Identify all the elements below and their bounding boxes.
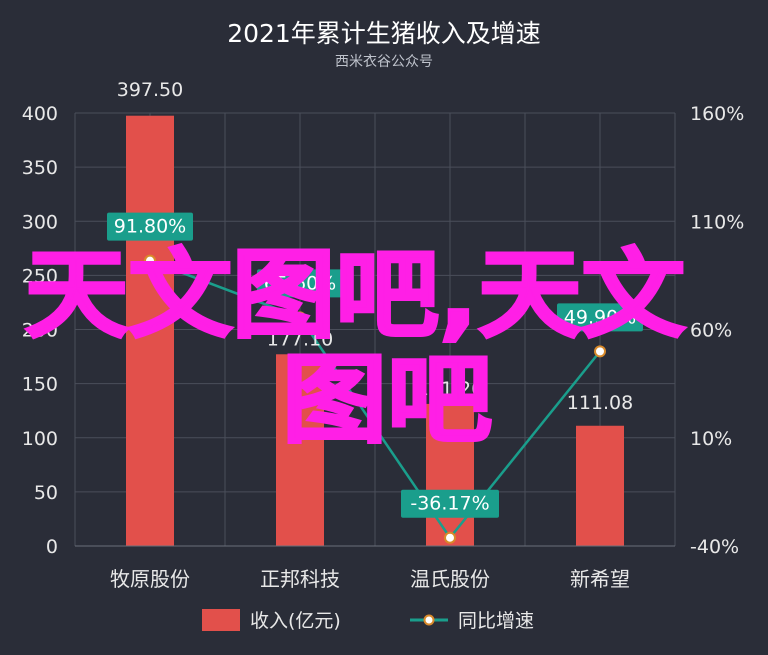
- bar: [126, 115, 174, 547]
- line-value-box: [557, 303, 643, 332]
- line-value-box: [401, 489, 499, 518]
- y-left-tick-label: 200: [22, 320, 58, 342]
- legend: 收入(亿元) 同比增速: [202, 609, 534, 632]
- y-right-tick-label: 110%: [690, 211, 744, 233]
- y-right-tick-label: 10%: [690, 428, 732, 450]
- y-right-tick-label: 160%: [690, 103, 744, 125]
- watermark-line-1: 天文图吧,天文: [25, 239, 685, 351]
- line-value-label: -36.17%: [410, 493, 489, 515]
- legend-label-bar: 收入(亿元): [250, 610, 341, 632]
- y-left-tick-label: 0: [46, 536, 58, 558]
- line-point: [594, 345, 606, 358]
- watermark-line-2: 图吧: [282, 344, 492, 456]
- bars: [126, 115, 624, 547]
- y-left-tick-label: 100: [22, 428, 58, 450]
- x-tick-label: 新希望: [570, 567, 630, 591]
- bar: [276, 354, 324, 546]
- line-value-label: 49.90%: [564, 306, 636, 328]
- line-value-label: 91.80%: [114, 216, 186, 238]
- y-right-tick-label: -40%: [690, 536, 739, 558]
- line-value-label: 65.60%: [264, 272, 336, 294]
- y-right-tick-label: 60%: [690, 320, 732, 342]
- y-left-tick-label: 50: [34, 482, 58, 504]
- x-tick-label: 牧原股份: [110, 567, 190, 591]
- y-left-tick-label: 150: [22, 374, 58, 396]
- bar-value-label: 177.10: [267, 328, 333, 350]
- line-value-box: [257, 269, 343, 298]
- growth-line-path: [149, 259, 601, 540]
- bar: [576, 425, 624, 546]
- bar: [426, 403, 474, 546]
- x-tick-label: 正邦科技: [260, 567, 340, 591]
- chart-subtitle: 西米衣谷公众号: [335, 54, 433, 70]
- y-left-tick-label: 250: [22, 265, 58, 287]
- y-left-tick-label: 400: [22, 103, 58, 125]
- bar-value-label: 397.50: [117, 79, 183, 101]
- line-point: [294, 311, 306, 324]
- bar-value-label: 111.08: [567, 392, 633, 414]
- line-point: [144, 254, 156, 267]
- legend-swatch-bar: [202, 609, 240, 631]
- line-point: [444, 531, 456, 544]
- legend-swatch-point: [423, 614, 435, 626]
- chart-title: 2021年累计生猪收入及增速: [227, 19, 541, 48]
- line-value-box: [107, 212, 193, 241]
- growth-line: [144, 254, 606, 544]
- y-left-tick-label: 350: [22, 157, 58, 179]
- axes: 0 50 100 150 200 250 300 350 400 -40% 10% 60% 110% 16…: [22, 103, 745, 591]
- data-labels: 397.50 177.10 131.26 111.08 91.80% 65.60% -36.…: [107, 79, 643, 518]
- x-tick-label: 温氏股份: [410, 567, 490, 591]
- legend-label-line: 同比增速: [458, 610, 534, 632]
- y-left-tick-label: 300: [22, 211, 58, 233]
- watermark: 天文图吧,天文图吧: [24, 238, 687, 458]
- bar-value-label: 131.26: [417, 378, 483, 400]
